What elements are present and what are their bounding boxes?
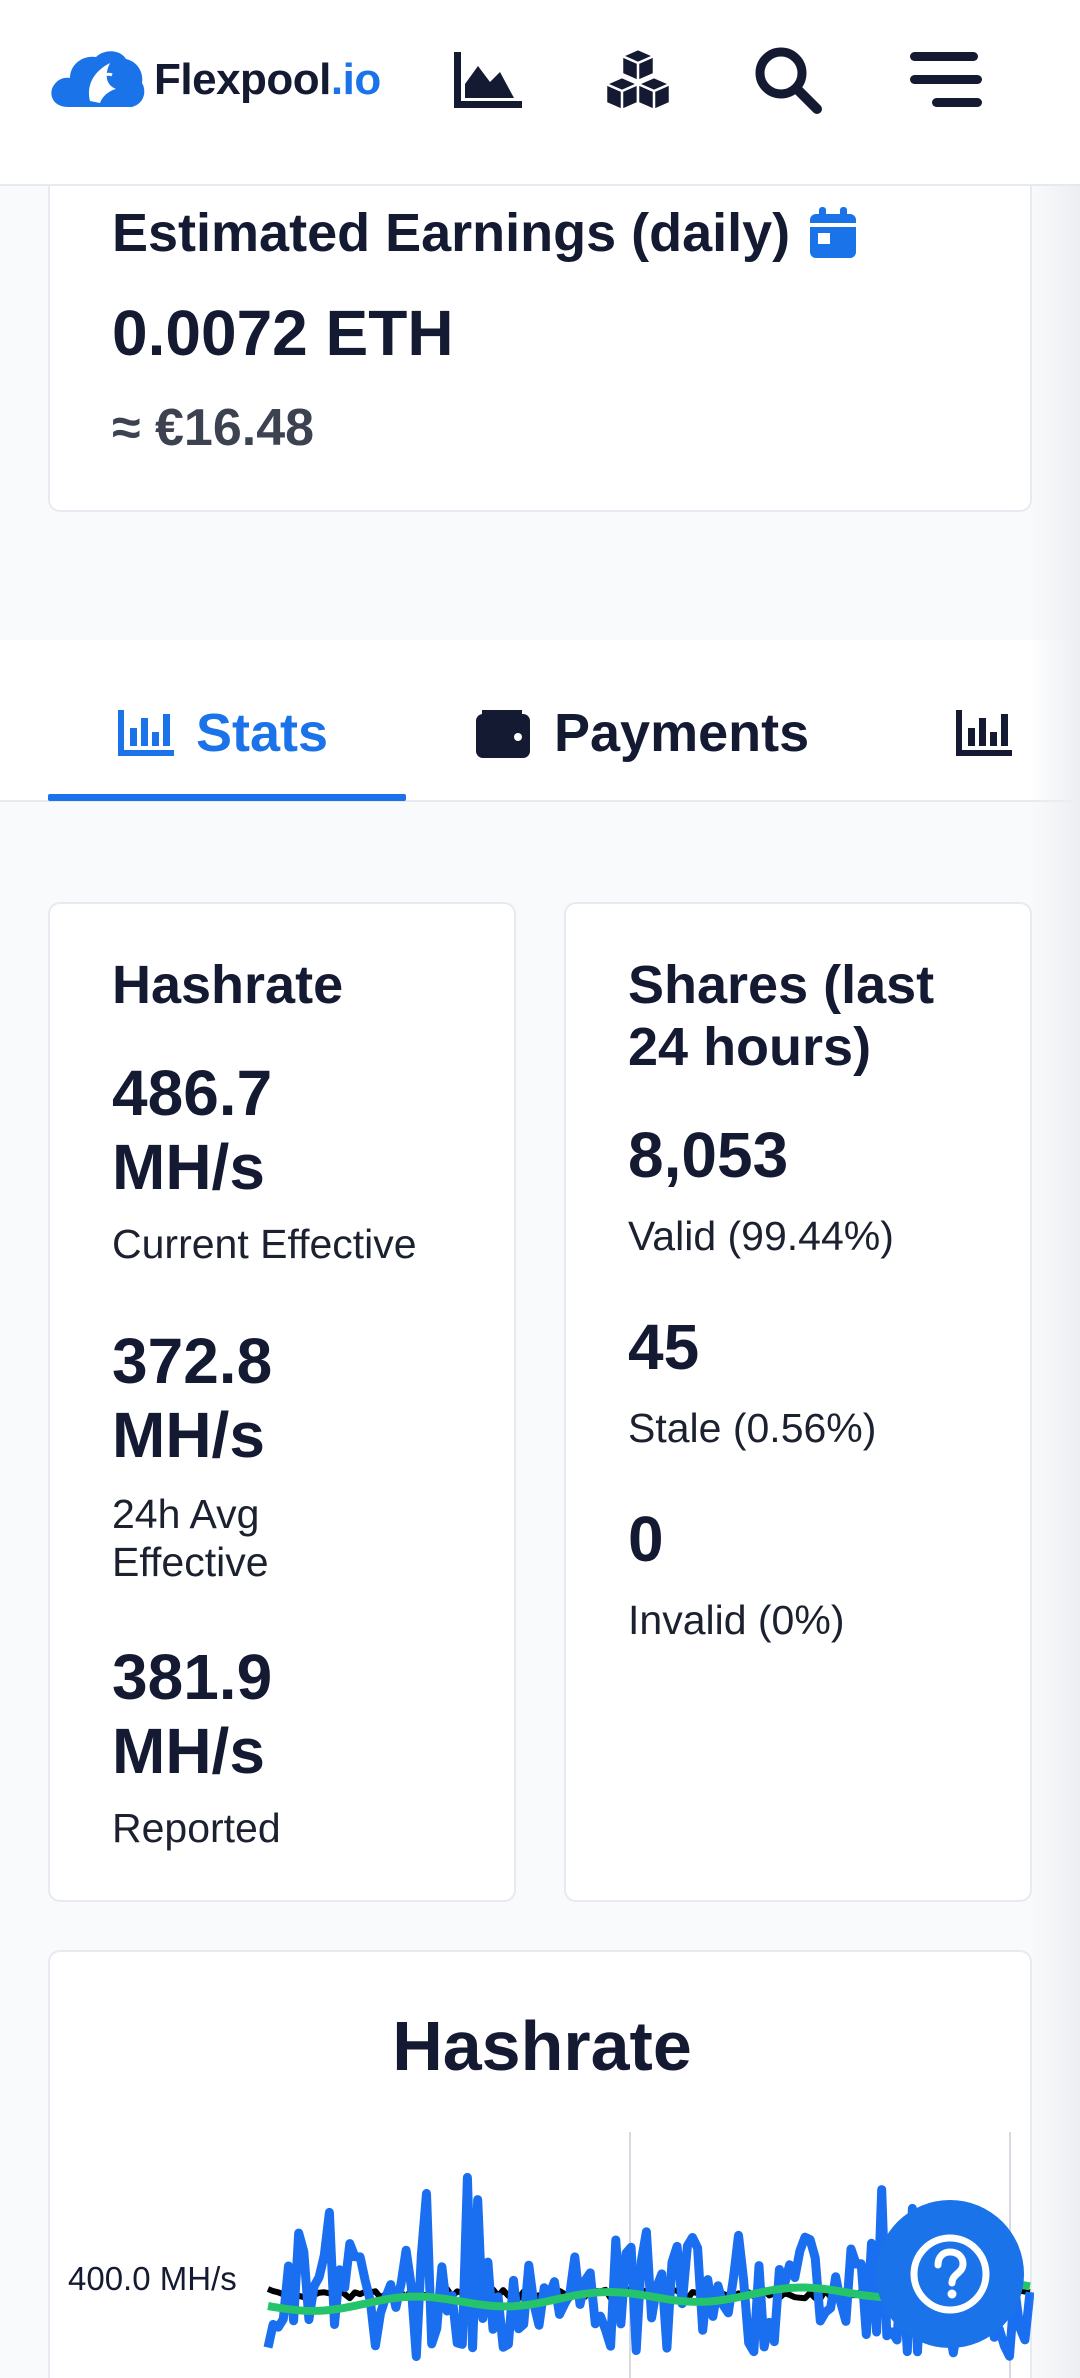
tab-payments-label: Payments — [554, 703, 810, 763]
hashrate-chart-card: Hashrate 400.0 MH/s — [48, 1950, 1034, 2378]
stale-shares-value: 45 — [628, 1311, 700, 1383]
chart-area-icon[interactable] — [448, 40, 528, 120]
search-icon[interactable] — [748, 40, 828, 120]
logo[interactable]: Flexpool.io — [46, 42, 381, 118]
earnings-title: Estimated Earnings (daily) — [112, 202, 858, 264]
invalid-shares-label: Invalid (0%) — [628, 1597, 845, 1643]
tab-more[interactable] — [956, 698, 1034, 768]
wallet-icon — [476, 708, 532, 758]
tab-bar: Stats Payments — [0, 640, 1080, 802]
hashrate-chart[interactable]: 400.0 MH/s — [50, 1952, 1034, 2378]
help-button[interactable] — [876, 2200, 1024, 2348]
valid-shares-label: Valid (99.44%) — [628, 1213, 894, 1259]
edge-shadow — [1030, 186, 1080, 2378]
cubes-icon[interactable] — [598, 40, 678, 120]
earnings-fiat-value: ≈ €16.48 — [112, 399, 315, 457]
y-tick-label: 400.0 MH/s — [68, 2260, 237, 2297]
help-icon — [910, 2234, 990, 2314]
chart-title: Hashrate — [392, 2007, 692, 2085]
avg-hashrate-value: 372.8 MH/s — [112, 1325, 273, 1471]
bar-chart-icon — [118, 710, 174, 756]
calendar-icon[interactable] — [808, 206, 858, 260]
active-tab-indicator — [48, 794, 406, 801]
hashrate-title: Hashrate — [112, 955, 344, 1015]
cloud-logo-icon — [46, 45, 146, 116]
shares-card: Shares (last 24 hours) 8,053 Valid (99.44… — [564, 902, 1032, 1902]
tab-stats[interactable]: Stats — [118, 698, 328, 768]
reported-hashrate-label: Reported — [112, 1805, 281, 1851]
earnings-title-text: Estimated Earnings (daily) — [112, 203, 791, 263]
reported-hashrate-value: 381.9 MH/s — [112, 1641, 273, 1787]
earnings-eth-value: 0.0072 ETH — [112, 297, 454, 369]
menu-icon[interactable] — [906, 40, 986, 120]
current-hashrate-value: 486.7 MH/s — [112, 1057, 273, 1203]
tab-stats-label: Stats — [196, 703, 329, 763]
logo-text: Flexpool.io — [154, 55, 381, 104]
top-header: Flexpool.io — [0, 0, 1080, 186]
invalid-shares-value: 0 — [628, 1503, 664, 1575]
tab-payments[interactable]: Payments — [476, 698, 809, 768]
stale-shares-label: Stale (0.56%) — [628, 1405, 877, 1451]
bar-chart-icon — [956, 710, 1012, 756]
earnings-card: Estimated Earnings (daily) 0.0072 ETH ≈ … — [48, 150, 1032, 512]
avg-hashrate-label: 24h Avg Effective — [112, 1491, 269, 1585]
current-hashrate-label: Current Effective — [112, 1221, 417, 1267]
hashrate-card: Hashrate 486.7 MH/s Current Effective 372… — [48, 902, 516, 1902]
shares-title: Shares (last 24 hours) — [628, 955, 935, 1077]
valid-shares-value: 8,053 — [628, 1119, 789, 1191]
